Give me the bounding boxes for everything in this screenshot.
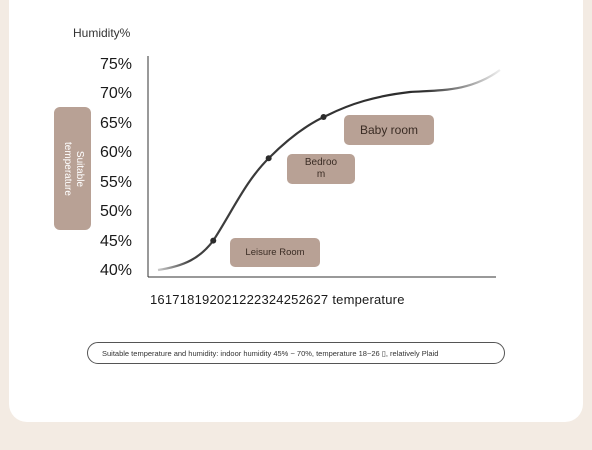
annotation-leisure-room: Leisure Room xyxy=(230,238,320,267)
annotation-bedroom: Bedroo m xyxy=(287,154,355,184)
x-axis-title: temperature xyxy=(332,292,405,307)
markers-group xyxy=(210,114,327,244)
data-point-marker xyxy=(210,237,217,244)
note-text: Suitable temperature and humidity: indoo… xyxy=(102,348,439,358)
x-tick-numbers: 161718192021222324252627 xyxy=(150,292,329,307)
y-tick-45: 45% xyxy=(100,233,133,250)
x-axis-tick-labels: 161718192021222324252627 temperature xyxy=(150,292,405,307)
side-label-pill: Suitable temperature xyxy=(54,107,91,230)
y-tick-60: 60% xyxy=(100,144,133,161)
annotation-baby-room: Baby room xyxy=(344,115,434,145)
y-tick-75: 75% xyxy=(100,56,133,73)
data-point-marker xyxy=(320,114,327,121)
y-tick-50: 50% xyxy=(100,203,133,220)
y-tick-65: 65% xyxy=(100,115,133,132)
y-tick-70: 70% xyxy=(100,85,133,102)
y-axis-title: Humidity% xyxy=(73,26,131,40)
y-tick-40: 40% xyxy=(100,262,133,279)
note-pill: Suitable temperature and humidity: indoo… xyxy=(87,342,505,364)
y-tick-55: 55% xyxy=(100,174,133,191)
card xyxy=(9,0,583,422)
data-point-marker xyxy=(265,155,272,162)
